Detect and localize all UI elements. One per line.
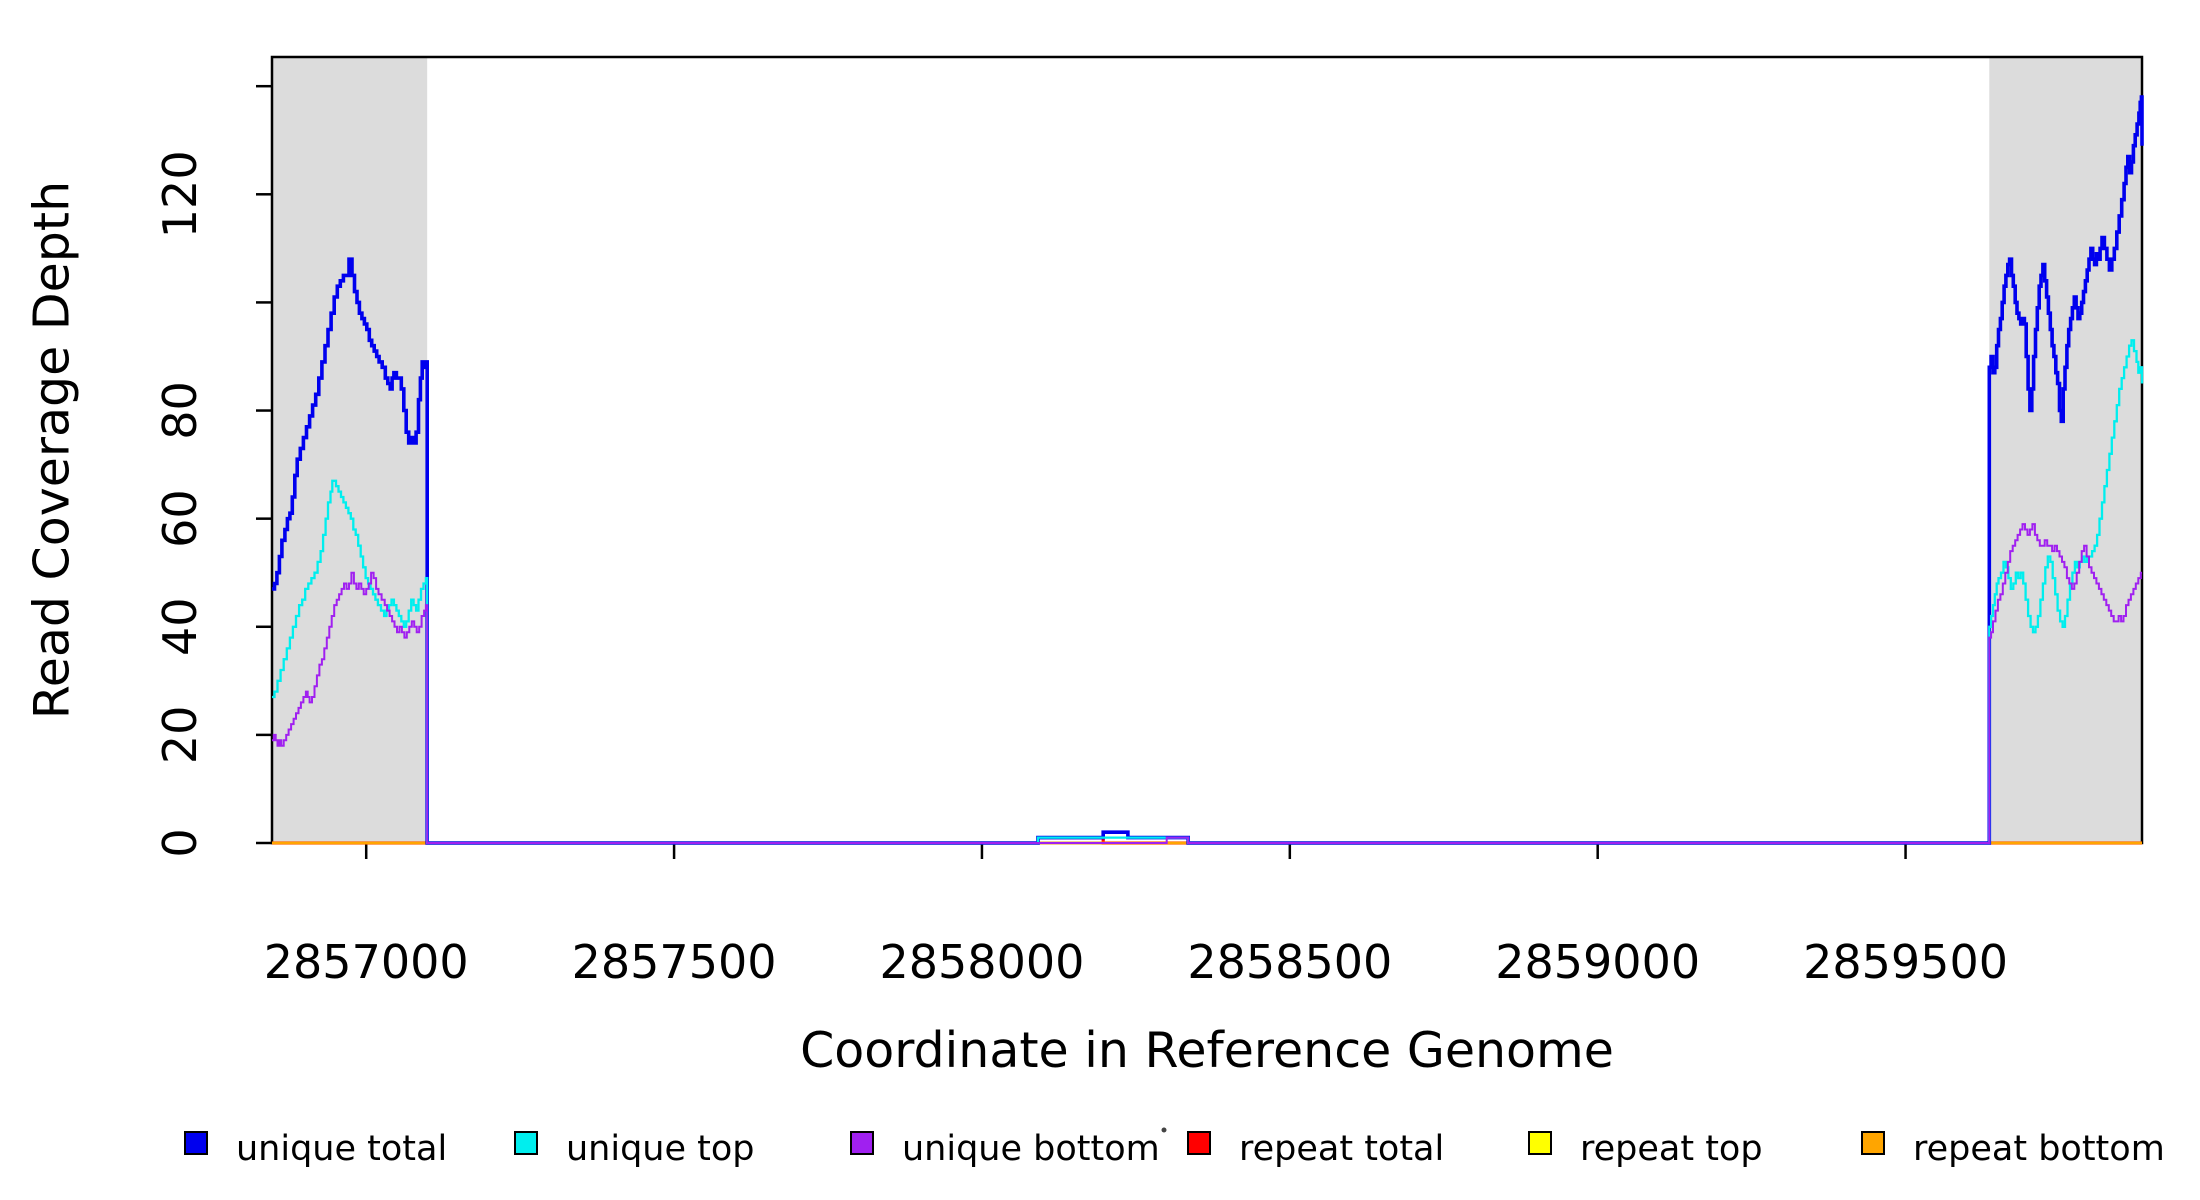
x-tick-label: 2857000 xyxy=(264,935,469,989)
y-tick-label: 60 xyxy=(153,489,207,548)
legend-label-unique-total: unique total xyxy=(236,1129,447,1169)
x-tick-label: 2859500 xyxy=(1803,935,2008,989)
legend-label-repeat-top: repeat top xyxy=(1580,1129,1763,1169)
legend-swatch-unique-bottom xyxy=(850,1131,874,1155)
y-axis-title: Read Coverage Depth xyxy=(23,180,81,720)
legend-swatch-unique-total xyxy=(184,1131,208,1155)
x-tick-label: 2858000 xyxy=(880,935,1085,989)
legend-swatch-repeat-bottom xyxy=(1861,1131,1885,1155)
x-tick-label: 2858500 xyxy=(1187,935,1392,989)
repeat-region-left xyxy=(272,57,428,843)
legend-swatch-repeat-top xyxy=(1528,1131,1552,1155)
y-tick-label: 20 xyxy=(153,706,207,765)
stray-dot xyxy=(1161,1127,1167,1133)
legend-swatch-unique-top xyxy=(514,1131,538,1155)
series-unique-bottom xyxy=(272,523,2142,844)
plot-border xyxy=(270,55,2144,845)
x-tick-label: 2859000 xyxy=(1495,935,1700,989)
legend-label-repeat-bottom: repeat bottom xyxy=(1913,1129,2165,1169)
legend-label-unique-top: unique top xyxy=(566,1129,755,1169)
x-axis-title: Coordinate in Reference Genome xyxy=(800,1022,1614,1079)
legend-swatch-repeat-total xyxy=(1187,1131,1211,1155)
legend-label-repeat-total: repeat total xyxy=(1239,1129,1444,1169)
y-tick-label: 0 xyxy=(153,828,207,857)
x-tick-label: 2857500 xyxy=(572,935,777,989)
y-tick-label: 120 xyxy=(153,150,207,238)
y-tick-label: 40 xyxy=(153,597,207,656)
y-tick-label: 80 xyxy=(153,381,207,440)
legend-label-unique-bottom: unique bottom xyxy=(902,1129,1160,1169)
series-unique-top xyxy=(272,339,2144,845)
repeat-region-right xyxy=(1989,57,2142,843)
series-unique-total xyxy=(272,95,2144,845)
